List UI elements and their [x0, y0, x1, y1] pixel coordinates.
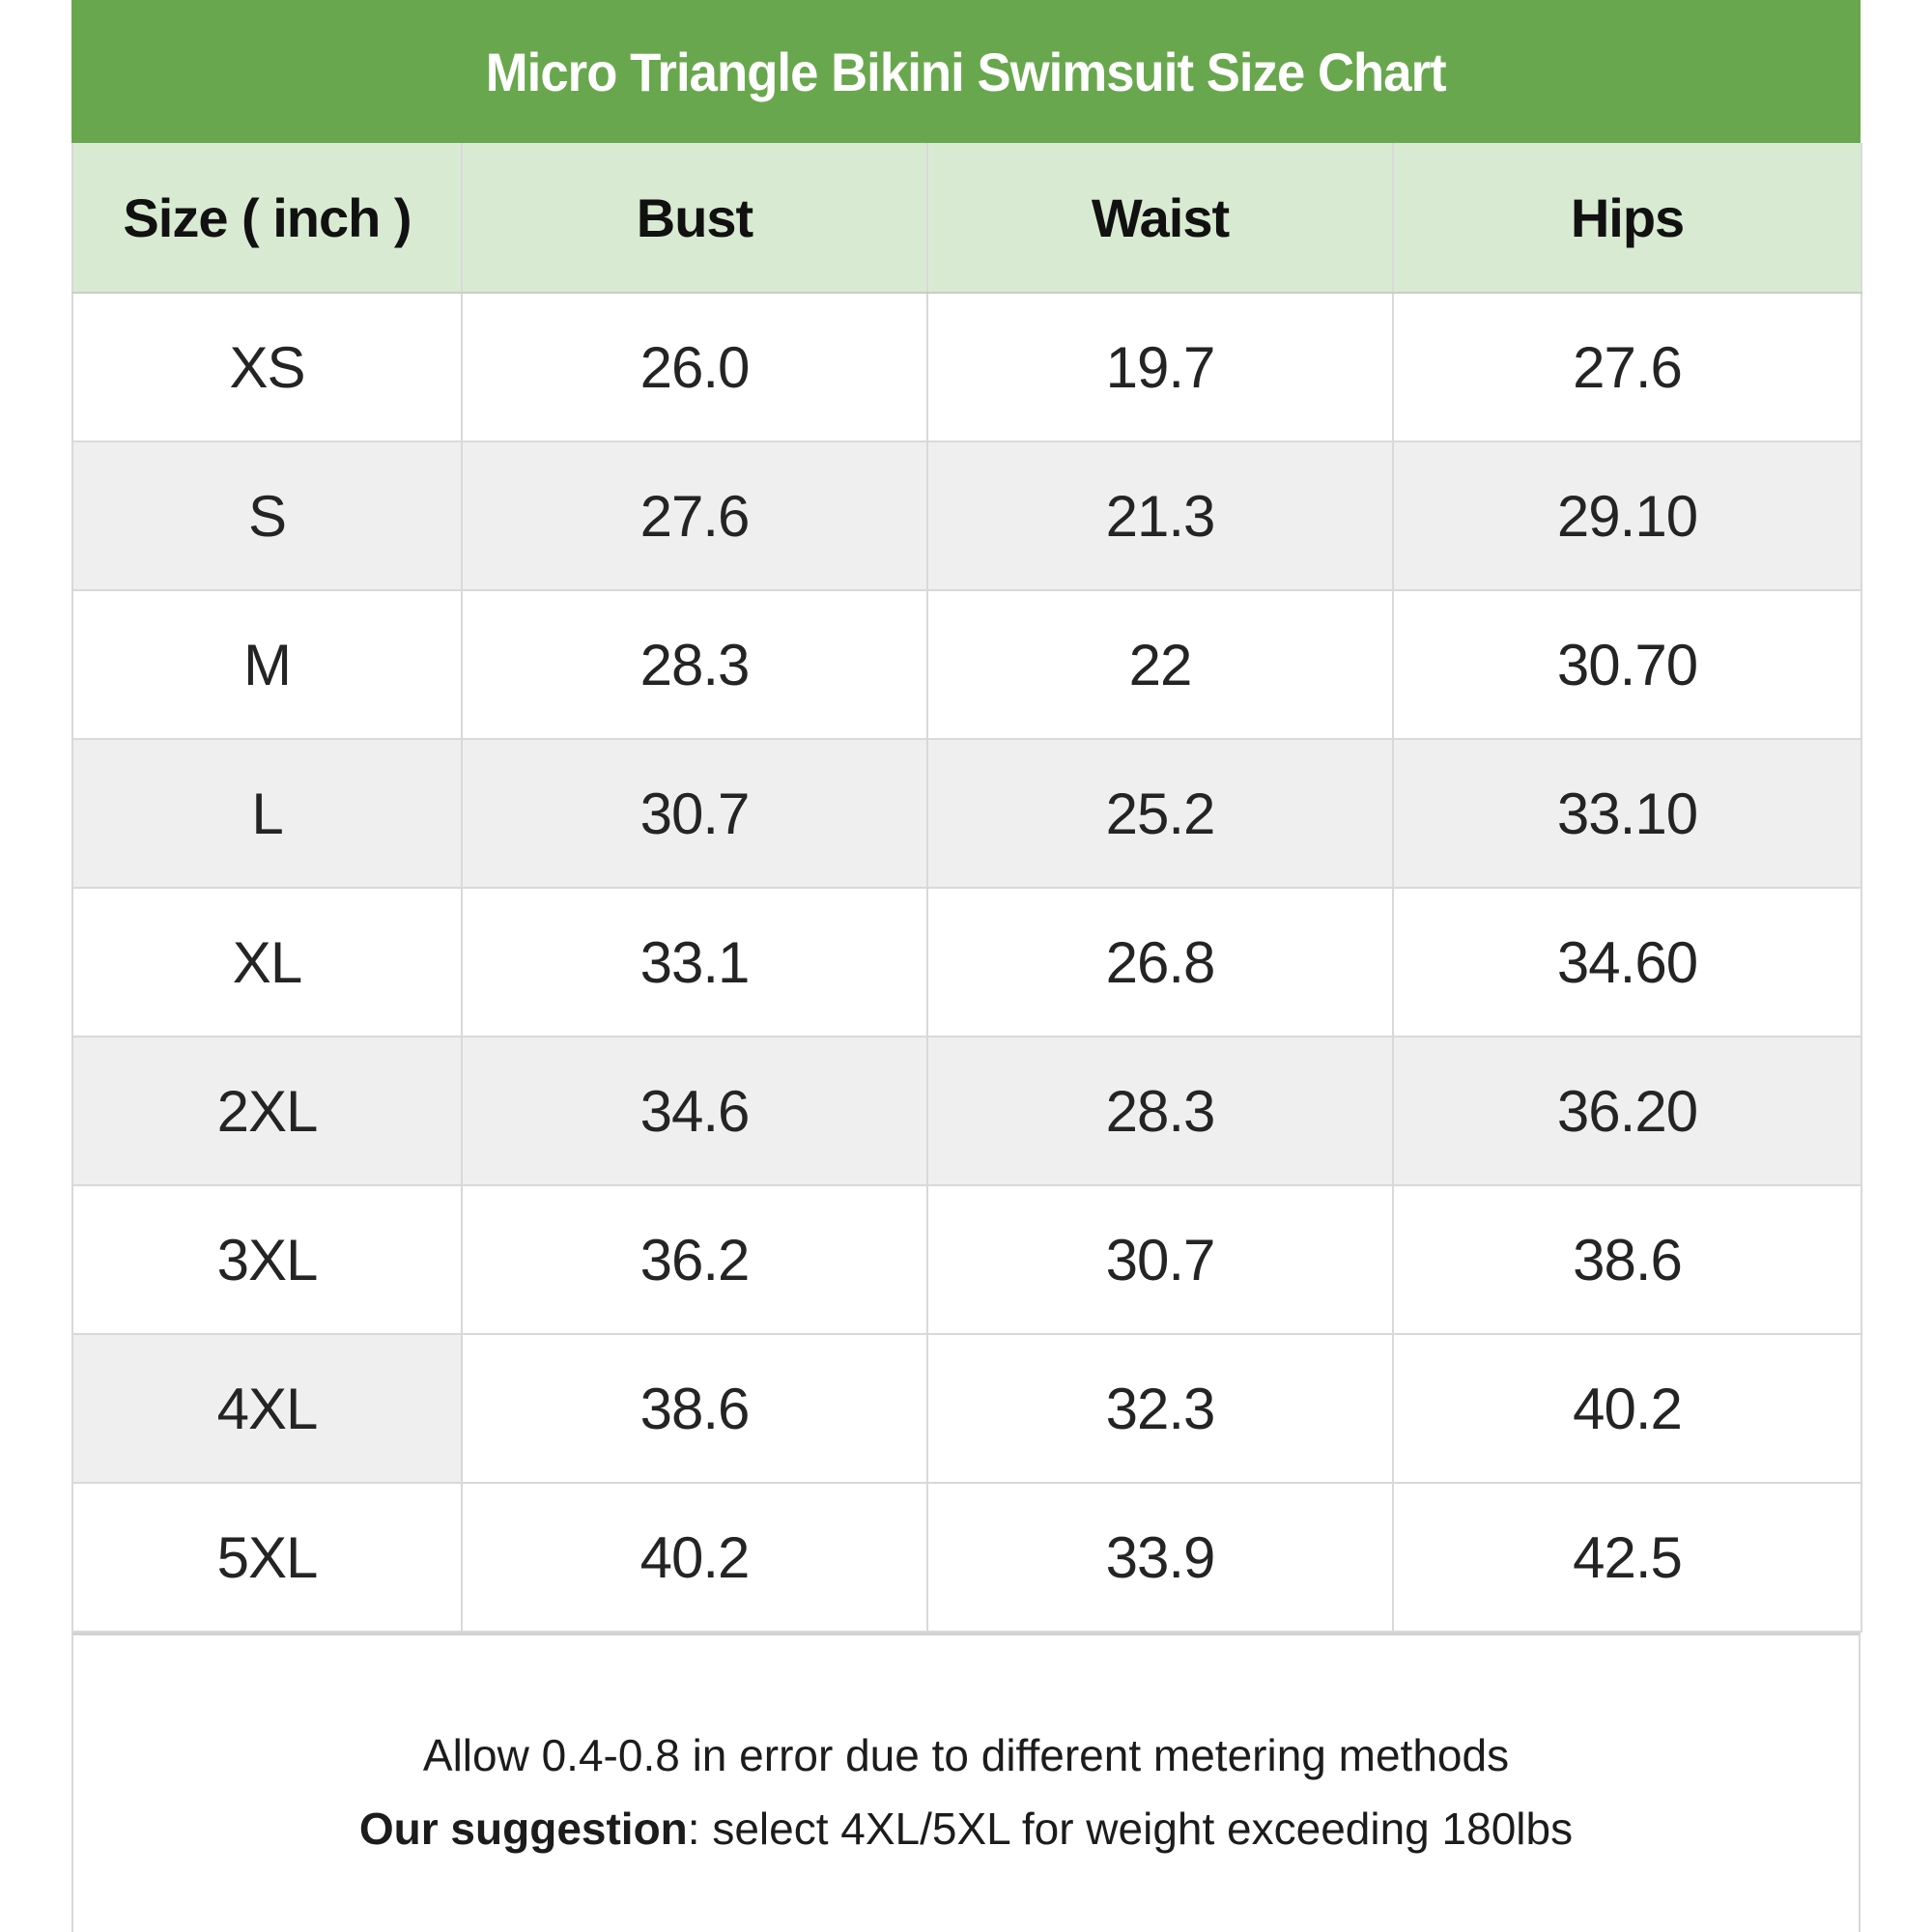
bust-cell: 38.6: [461, 1333, 928, 1484]
bust-cell: 33.1: [461, 887, 928, 1037]
size-cell: 4XL: [71, 1333, 463, 1484]
size-cell: 5XL: [71, 1482, 463, 1633]
table-row-3xl: 3XL 36.2 30.7 38.6: [71, 1184, 1862, 1335]
bust-cell: 34.6: [461, 1036, 928, 1186]
bust-cell: 28.3: [461, 589, 928, 740]
size-cell: 3XL: [71, 1184, 463, 1335]
hips-cell: 38.6: [1392, 1184, 1862, 1335]
bust-cell: 40.2: [461, 1482, 928, 1633]
bust-cell: 26.0: [461, 292, 928, 442]
waist-cell: 32.3: [926, 1333, 1394, 1484]
waist-cell: 25.2: [926, 738, 1394, 889]
bust-cell: 30.7: [461, 738, 928, 889]
bust-cell: 36.2: [461, 1184, 928, 1335]
size-cell: XL: [71, 887, 463, 1037]
size-cell: 2XL: [71, 1036, 463, 1186]
table-row-4xl: 4XL 38.6 32.3 40.2: [71, 1333, 1862, 1484]
size-chart: Micro Triangle Bikini Swimsuit Size Char…: [71, 0, 1862, 1932]
table-row-2xl: 2XL 34.6 28.3 36.20: [71, 1036, 1862, 1186]
hips-cell: 33.10: [1392, 738, 1862, 889]
footer-suggestion-text: : select 4XL/5XL for weight exceeding 18…: [687, 1804, 1574, 1854]
footer-line-suggestion: Our suggestion: select 4XL/5XL for weigh…: [359, 1792, 1573, 1865]
header-row: Size ( inch ) Bust Waist Hips: [71, 143, 1862, 294]
footer-line-error-tolerance: Allow 0.4-0.8 in error due to different …: [422, 1730, 1510, 1780]
chart-title: Micro Triangle Bikini Swimsuit Size Char…: [485, 41, 1447, 102]
hips-cell: 40.2: [1392, 1333, 1862, 1484]
hips-cell: 34.60: [1392, 887, 1862, 1037]
size-cell: XS: [71, 292, 463, 442]
column-header-bust: Bust: [461, 143, 928, 294]
table-row-l: L 30.7 25.2 33.10: [71, 738, 1862, 889]
table-row-m: M 28.3 22 30.70: [71, 589, 1862, 740]
chart-title-bar: Micro Triangle Bikini Swimsuit Size Char…: [71, 0, 1861, 143]
table-row-s: S 27.6 21.3 29.10: [71, 440, 1862, 591]
hips-cell: 30.70: [1392, 589, 1862, 740]
column-header-hips: Hips: [1392, 143, 1862, 294]
table-row-xs: XS 26.0 19.7 27.6: [71, 292, 1862, 442]
waist-cell: 33.9: [926, 1482, 1394, 1633]
waist-cell: 26.8: [926, 887, 1394, 1037]
size-chart-table: Size ( inch ) Bust Waist Hips XS 26.0 19…: [71, 143, 1862, 1633]
table-row-xl: XL 33.1 26.8 34.60: [71, 887, 1862, 1037]
hips-cell: 42.5: [1392, 1482, 1862, 1633]
waist-cell: 28.3: [926, 1036, 1394, 1186]
hips-cell: 27.6: [1392, 292, 1862, 442]
bust-cell: 27.6: [461, 440, 928, 591]
size-cell: S: [71, 440, 463, 591]
size-cell: L: [71, 738, 463, 889]
waist-cell: 19.7: [926, 292, 1394, 442]
size-cell: M: [71, 589, 463, 740]
column-header-waist: Waist: [926, 143, 1394, 294]
table-row-5xl: 5XL 40.2 33.9 42.5: [71, 1482, 1862, 1633]
hips-cell: 29.10: [1392, 440, 1862, 591]
footer-note: Allow 0.4-0.8 in error due to different …: [71, 1633, 1861, 1932]
hips-cell: 36.20: [1392, 1036, 1862, 1186]
waist-cell: 21.3: [926, 440, 1394, 591]
waist-cell: 30.7: [926, 1184, 1394, 1335]
waist-cell: 22: [926, 589, 1394, 740]
footer-suggestion-label: Our suggestion: [358, 1804, 688, 1854]
column-header-size: Size ( inch ): [71, 143, 463, 294]
